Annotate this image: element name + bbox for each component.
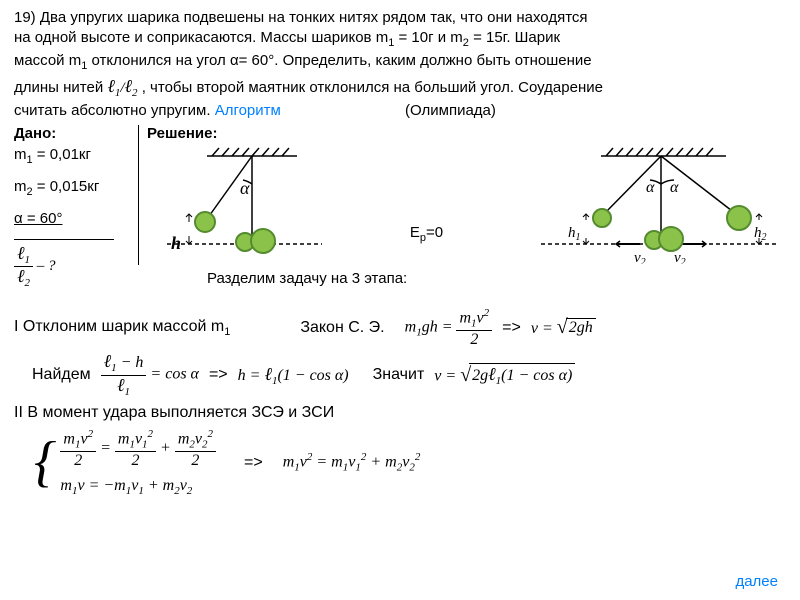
sys-result: m1v2 = m1v12 + m2v22 [283,451,421,474]
m2-sym: m [14,178,27,195]
h-label: h [171,233,181,253]
alpha-2b: α [670,179,679,196]
diagram-right: α α h1 h2 v2 v2 [526,144,786,264]
stage1-text: I Отклоним шарик массой m1 [14,318,230,338]
m1-sym: m [14,146,27,163]
reshenie-title: Решение: [147,125,786,142]
given-m2: m2 = 0,015кг [14,178,134,198]
v2-label-b: v2 [674,250,686,264]
given-m1: m1 = 0,01кг [14,146,134,166]
stage-1: I Отклоним шарик массой m1 Закон С. Э. m… [14,307,786,398]
problem-line4a: длины нитей [14,79,107,96]
alpha-1: α [240,178,250,198]
problem-m2val: = 15г. Шарик [469,29,560,46]
stage2-system-row: { m1v22 = m1v122 + m2v222 m1v = −m1v1 + … [34,428,786,497]
dano-title: Дано: [14,125,134,142]
sys-eq2: m1v = −m1v1 + m2v2 [60,477,216,497]
eq-mgh: m1gh = m1v2 2 [405,307,493,348]
m2-val: = 0,015кг [33,178,100,195]
vertical-divider [138,125,139,265]
equation-system: { m1v22 = m1v122 + m2v222 m1v = −m1v1 + … [34,428,216,497]
problem-line3a: массой m [14,52,81,69]
problem-statement: 19) Два упругих шарика подвешены на тонк… [14,8,786,121]
find-q: – ? [37,258,56,274]
stages-text: Разделим задачу на 3 этапа: [207,270,786,287]
problem-line2a: на одной высоте и соприкасаются. Массы ш… [14,29,388,46]
m1-val: = 0,01кг [33,146,91,163]
problem-line4b: , чтобы второй маятник отклонился на бол… [142,79,603,96]
v2-label-a: v2 [634,250,646,264]
olimpiada-label: (Олимпиада) [405,102,496,119]
implies-3: => [244,454,263,472]
dalee-link[interactable]: далее [735,573,778,590]
problem-number: 19) [14,9,36,26]
given-alpha: α = 60° [14,210,134,227]
ep-val: =0 [426,224,443,241]
stage1-line1: I Отклоним шарик массой m1 Закон С. Э. m… [14,307,786,348]
given-divider [14,239,114,240]
solution-column: Решение: [147,125,786,287]
problem-line3b: отклонился на угол α= 60°. Определить, к… [87,52,591,69]
eq-vfull: v = 2gℓ1(1 − cos α) [434,363,575,387]
find-row: ℓ1 ℓ2 – ? [14,244,134,289]
eq-v: v = 2gh [531,316,596,339]
diagrams-row: α h Ep=0 [147,144,786,264]
page-root: 19) Два упругих шарика подвешены на тонк… [0,0,800,600]
given-column: Дано: m1 = 0,01кг m2 = 0,015кг α = 60° ℓ… [14,125,134,301]
stage1-line2: Найдем ℓ1 − h ℓ1 = cos α => h = ℓ1(1 − c… [32,352,786,398]
znachit-label: Значит [373,366,425,384]
problem-m1val: = 10г и m [394,29,462,46]
eq-h: h = ℓ1(1 − cos α) [238,364,349,387]
given-solution-row: Дано: m1 = 0,01кг m2 = 0,015кг α = 60° ℓ… [14,125,786,301]
stage2-text: II В момент удара выполняется ЗСЭ и ЗСИ [14,404,786,422]
implies-2: => [209,366,228,384]
implies-1: => [502,319,521,337]
sys-eq1: m1v22 = m1v122 + m2v222 [60,428,216,469]
h1-label: h1 [568,225,581,243]
law-label: Закон С. Э. [300,319,384,337]
ep-label: E [410,224,420,241]
algorithm-link[interactable]: Алгоритм [215,102,281,119]
problem-line1: Два упругих шарика подвешены на тонких н… [40,9,588,26]
diagram-left: α h [147,144,327,264]
alpha-2a: α [646,179,655,196]
ratio-l1l2: ℓ1/ℓ2 [107,80,137,96]
h2-label: h2 [754,225,767,243]
stage-2: II В момент удара выполняется ЗСЭ и ЗСИ … [14,404,786,497]
eq-cos: ℓ1 − h ℓ1 = cos α [101,352,199,398]
ep-zero: Ep=0 [392,144,462,264]
problem-line5a: считать абсолютно упругим. [14,102,211,119]
naidem-label: Найдем [32,366,91,384]
